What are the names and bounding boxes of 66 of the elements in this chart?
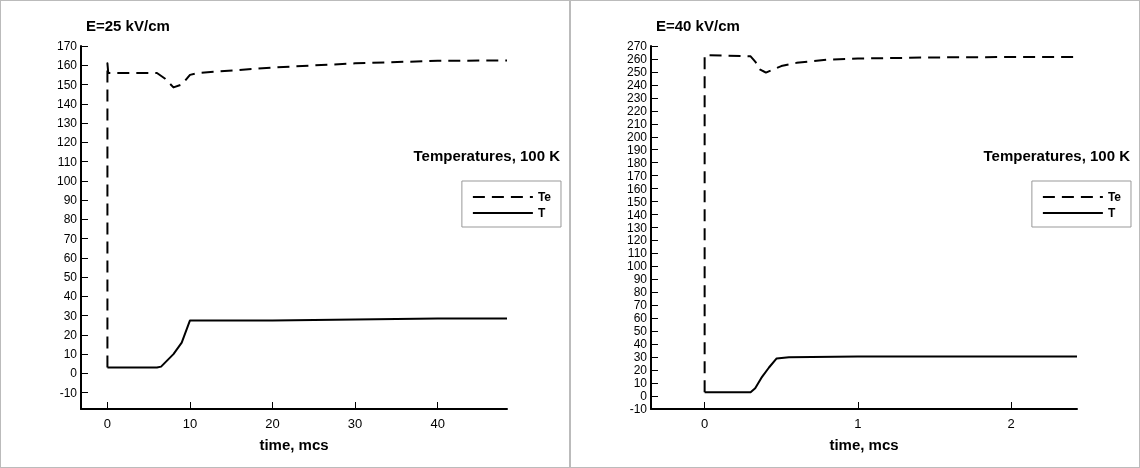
y-tick-label: 160 xyxy=(626,181,648,196)
y-tick-label: 180 xyxy=(626,155,648,170)
y-tick-label: 270 xyxy=(626,39,648,53)
y-tick-label: -10 xyxy=(629,402,648,416)
y-tick-label: 170 xyxy=(626,168,648,183)
y-tick-label: 260 xyxy=(626,51,648,66)
legend-title: Temperatures, 100 K xyxy=(413,147,561,164)
y-tick-label: 220 xyxy=(626,103,648,118)
x-tick-label: 1 xyxy=(854,416,862,431)
legend-label: T xyxy=(1107,206,1116,220)
legend-label: T xyxy=(537,206,546,220)
y-tick-label: 130 xyxy=(626,220,648,235)
y-tick-label: 190 xyxy=(626,142,648,157)
y-tick-label: 150 xyxy=(626,194,648,209)
y-tick-label: 250 xyxy=(626,64,648,79)
y-tick-label: 30 xyxy=(63,308,78,323)
y-tick-label: 100 xyxy=(626,259,648,274)
chart-title: E=40 kV/cm xyxy=(656,17,740,34)
y-tick-label: 140 xyxy=(626,207,648,222)
y-tick-label: 40 xyxy=(63,289,78,304)
y-tick-label: 120 xyxy=(56,135,78,150)
y-tick-label: 50 xyxy=(63,270,78,285)
y-tick-label: 70 xyxy=(63,231,78,246)
y-tick-label: 200 xyxy=(626,129,648,144)
y-tick-label: 80 xyxy=(633,285,648,300)
y-tick-label: 90 xyxy=(633,272,648,287)
y-tick-label: -10 xyxy=(59,385,78,400)
y-tick-label: 50 xyxy=(633,324,648,339)
y-tick-label: 100 xyxy=(56,173,78,188)
y-tick-label: 170 xyxy=(56,39,78,53)
x-tick-label: 0 xyxy=(701,416,709,431)
y-tick-label: 60 xyxy=(63,250,78,265)
y-tick-label: 160 xyxy=(56,58,78,73)
y-tick-label: 10 xyxy=(633,376,648,391)
chart-title: E=25 kV/cm xyxy=(86,17,170,34)
x-tick-label: 0 xyxy=(103,416,112,431)
legend-title: Temperatures, 100 K xyxy=(983,147,1131,164)
y-tick-label: 0 xyxy=(640,389,648,404)
y-tick-label: 20 xyxy=(633,363,648,378)
x-tick-label: 20 xyxy=(265,416,280,431)
y-tick-label: 130 xyxy=(56,116,78,131)
y-tick-label: 20 xyxy=(63,327,78,342)
y-tick-label: 230 xyxy=(626,90,648,105)
x-tick-label: 40 xyxy=(430,416,445,431)
y-tick-label: 150 xyxy=(56,77,78,92)
y-tick-label: 10 xyxy=(63,347,78,362)
y-tick-label: 140 xyxy=(56,96,78,111)
x-tick-label: 10 xyxy=(182,416,198,431)
x-axis-title: time, mcs xyxy=(829,436,899,453)
y-tick-label: 40 xyxy=(633,337,648,352)
y-tick-label: 0 xyxy=(70,366,78,381)
legend-label: Te xyxy=(1107,190,1122,204)
y-tick-label: 30 xyxy=(633,350,648,365)
y-tick-label: 90 xyxy=(63,193,78,208)
x-tick-label: 2 xyxy=(1007,416,1015,431)
x-axis-title: time, mcs xyxy=(259,436,329,453)
y-tick-label: 60 xyxy=(633,311,648,326)
y-tick-label: 80 xyxy=(63,212,78,227)
y-tick-label: 210 xyxy=(626,116,648,131)
y-tick-label: 70 xyxy=(633,298,648,313)
legend-label: Te xyxy=(537,190,552,204)
x-tick-label: 30 xyxy=(347,416,363,431)
y-tick-label: 120 xyxy=(626,233,648,248)
y-tick-label: 110 xyxy=(627,246,648,261)
y-tick-label: 110 xyxy=(57,154,78,169)
y-tick-label: 240 xyxy=(626,77,648,92)
